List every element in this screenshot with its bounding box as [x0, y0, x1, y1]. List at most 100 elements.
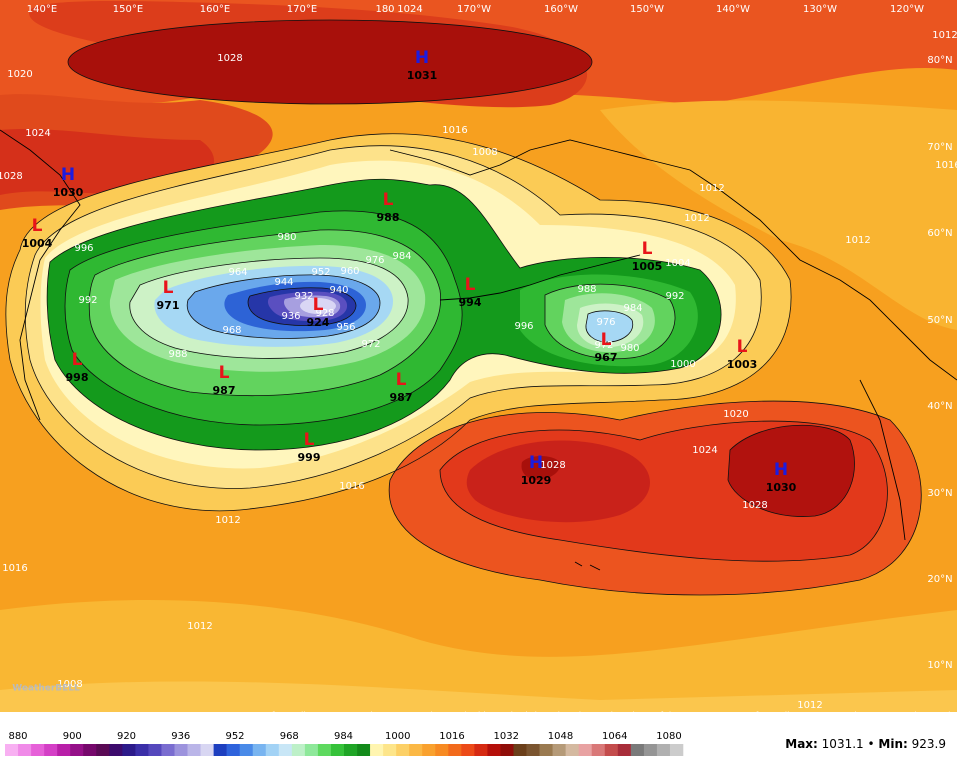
latitude-label: 50°N — [927, 315, 952, 326]
contour-label: 1028 — [217, 53, 242, 64]
center-pressure: 1004 — [22, 237, 53, 250]
center-symbol: L — [383, 190, 394, 210]
watermark: WeatherBELL — [12, 684, 80, 694]
stats: Max: 1031.1 • Min: 923.9 — [785, 737, 946, 751]
contour-label: 972 — [594, 340, 613, 351]
longitude-label: 160°E — [200, 4, 230, 15]
latitude-label: 20°N — [927, 574, 952, 585]
colorbar-label: 936 — [171, 731, 190, 742]
min-label: Min: — [878, 737, 907, 751]
contour-label: 944 — [274, 277, 293, 288]
center-symbol: L — [219, 363, 230, 383]
colorbar-swatch — [122, 744, 136, 756]
contour-label: 980 — [277, 232, 296, 243]
colorbar-swatch — [135, 744, 149, 756]
colorbar-swatch — [448, 744, 462, 756]
latitude-label: 40°N — [927, 401, 952, 412]
contour-label: 1028 — [540, 460, 565, 471]
center-pressure: 998 — [66, 371, 89, 384]
contour-label: 1012 — [684, 213, 709, 224]
center-pressure: 988 — [377, 211, 400, 224]
colorbar-swatch — [630, 744, 645, 756]
colorbar-swatch — [539, 744, 553, 756]
contour-label: 932 — [294, 291, 313, 302]
colorbar-swatch — [409, 744, 423, 756]
latitude-label: 80°N — [927, 55, 952, 66]
field-band — [521, 456, 561, 480]
colorbar-swatch — [513, 744, 527, 756]
contour-label: 1020 — [723, 409, 748, 420]
contour-label: 1012 — [845, 235, 870, 246]
colorbar-swatch — [396, 744, 410, 756]
center-symbol: H — [415, 48, 429, 68]
center-symbol: L — [601, 330, 612, 350]
contour-label: 984 — [623, 303, 642, 314]
colorbar-label: 900 — [63, 731, 82, 742]
colorbar-swatch — [552, 744, 566, 756]
center-pressure: 1003 — [727, 358, 758, 371]
center-pressure: 999 — [298, 451, 321, 464]
center-symbol: L — [642, 239, 653, 259]
colorbar-swatch — [487, 744, 501, 756]
contour-label: 1008 — [472, 147, 497, 158]
contour-label: 996 — [514, 321, 533, 332]
contour-label: 1028 — [742, 500, 767, 511]
center-pressure: 967 — [595, 351, 618, 364]
contour-label: 988 — [577, 284, 596, 295]
colorbar-swatch — [578, 744, 593, 756]
contour-label: 956 — [336, 322, 355, 333]
longitude-label: 180 — [375, 4, 394, 15]
contour-label: 1016 — [442, 125, 467, 136]
colorbar-label: 984 — [334, 731, 353, 742]
colorbar-swatch — [304, 744, 319, 756]
colorbar-swatch — [57, 744, 71, 756]
center-pressure: 1030 — [53, 186, 84, 199]
coastlines — [0, 129, 957, 571]
contour-label: 1024 — [692, 445, 717, 456]
center-symbol: L — [396, 370, 407, 390]
contour-label: 952 — [311, 267, 330, 278]
contour-label: 1028 — [0, 171, 23, 182]
contour-label: 996 — [74, 243, 93, 254]
contour-label: 972 — [361, 339, 380, 350]
contour-label: 976 — [365, 255, 384, 266]
contour-label: 964 — [228, 267, 247, 278]
colorbar-label: 1080 — [656, 731, 681, 742]
contour-label: 980 — [620, 343, 639, 354]
longitude-label: 150°W — [630, 4, 664, 15]
colorbar-swatch — [656, 744, 671, 756]
colorbar-swatch — [461, 744, 475, 756]
colorbar-label: 1016 — [439, 731, 464, 742]
contour-label: 968 — [222, 325, 241, 336]
center-pressure: 1030 — [766, 481, 797, 494]
colorbar-swatch — [44, 744, 58, 756]
colorbar-swatch — [291, 744, 306, 756]
isobars — [5, 19, 922, 596]
colorbar-swatch — [330, 744, 345, 756]
center-pressure: 994 — [459, 296, 482, 309]
colorbar-label: 920 — [117, 731, 136, 742]
colorbar-swatch — [226, 744, 240, 756]
colorbar-swatch — [265, 744, 280, 756]
contour-label: 960 — [340, 266, 359, 277]
colorbar-label: 1032 — [494, 731, 519, 742]
colorbar-swatch — [18, 744, 32, 756]
contour-label: 992 — [78, 295, 97, 306]
colorbar-swatch — [239, 744, 254, 756]
colorbar-label: 880 — [8, 731, 27, 742]
contour-label: 1008 — [57, 679, 82, 690]
field-band — [300, 298, 336, 314]
contour-label: 1012 — [699, 183, 724, 194]
field-band — [466, 440, 650, 523]
center-pressure: 987 — [390, 391, 413, 404]
contour-label: 1000 — [670, 359, 695, 370]
field-band — [68, 20, 592, 104]
max-label: Max: — [785, 737, 818, 751]
latitude-label: 70°N — [927, 142, 952, 153]
contour-label: 1012 — [215, 515, 240, 526]
center-pressure: 1005 — [632, 260, 663, 273]
colorbar-swatch — [187, 744, 201, 756]
center-pressure: 987 — [213, 384, 236, 397]
colorbar-swatch — [317, 744, 332, 756]
